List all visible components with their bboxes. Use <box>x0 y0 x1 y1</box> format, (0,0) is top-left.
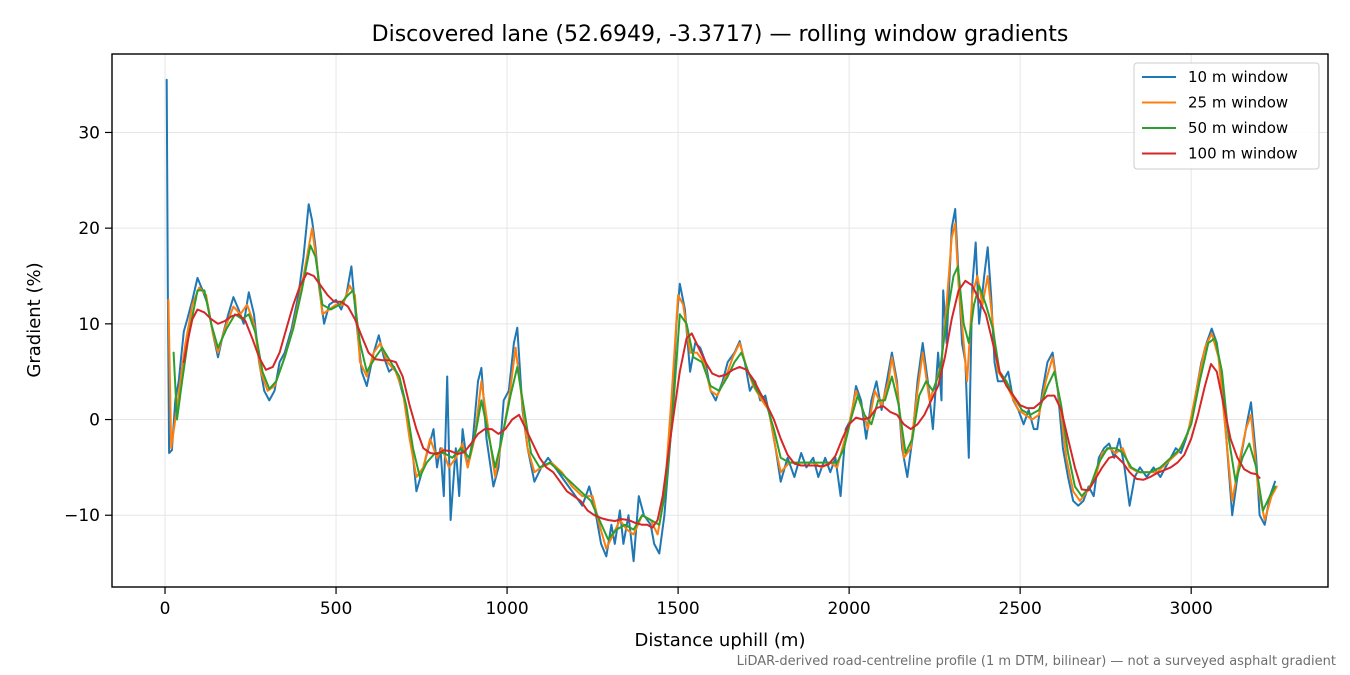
legend-box <box>1133 62 1320 170</box>
legend-label: 25 m window <box>1188 94 1288 112</box>
series-line-1 <box>165 78 1276 563</box>
series-line-3 <box>172 244 1276 541</box>
x-tick-label: 0 <box>160 599 171 619</box>
footnote: LiDAR-derived road-centreline profile (1… <box>737 654 1336 669</box>
x-axis-label: Distance uphill (m) <box>635 630 806 651</box>
series-group <box>165 78 1278 563</box>
plot-frame <box>111 53 1329 588</box>
series-line-4 <box>182 272 1261 529</box>
y-tick-label: 20 <box>78 219 100 239</box>
x-tick-label: 3000 <box>1170 599 1213 619</box>
y-axis-label: Gradient (%) <box>24 262 45 377</box>
legend: 10 m window 25 m window 50 m window 100 m w… <box>1133 62 1320 170</box>
x-tick-label: 500 <box>320 599 352 619</box>
y-tick-label: 30 <box>78 123 100 143</box>
x-tick-label: 2000 <box>827 599 870 619</box>
chart-title: Discovered lane (52.6949, -3.3717) — rol… <box>372 22 1069 47</box>
y-tick-label: −10 <box>64 506 100 526</box>
ticks: 0 500 1000 1500 2000 2500 3000 −10 0 10 20 30 <box>64 123 1213 619</box>
series-line-2 <box>167 222 1278 550</box>
x-tick-label: 2500 <box>999 599 1042 619</box>
legend-label: 10 m window <box>1188 68 1288 86</box>
x-tick-label: 1000 <box>485 599 528 619</box>
legend-label: 100 m window <box>1188 145 1298 163</box>
y-tick-label: 10 <box>78 315 100 335</box>
legend-label: 50 m window <box>1188 119 1288 137</box>
x-tick-label: 1500 <box>656 599 699 619</box>
grid <box>112 54 1328 587</box>
y-tick-label: 0 <box>89 411 100 431</box>
